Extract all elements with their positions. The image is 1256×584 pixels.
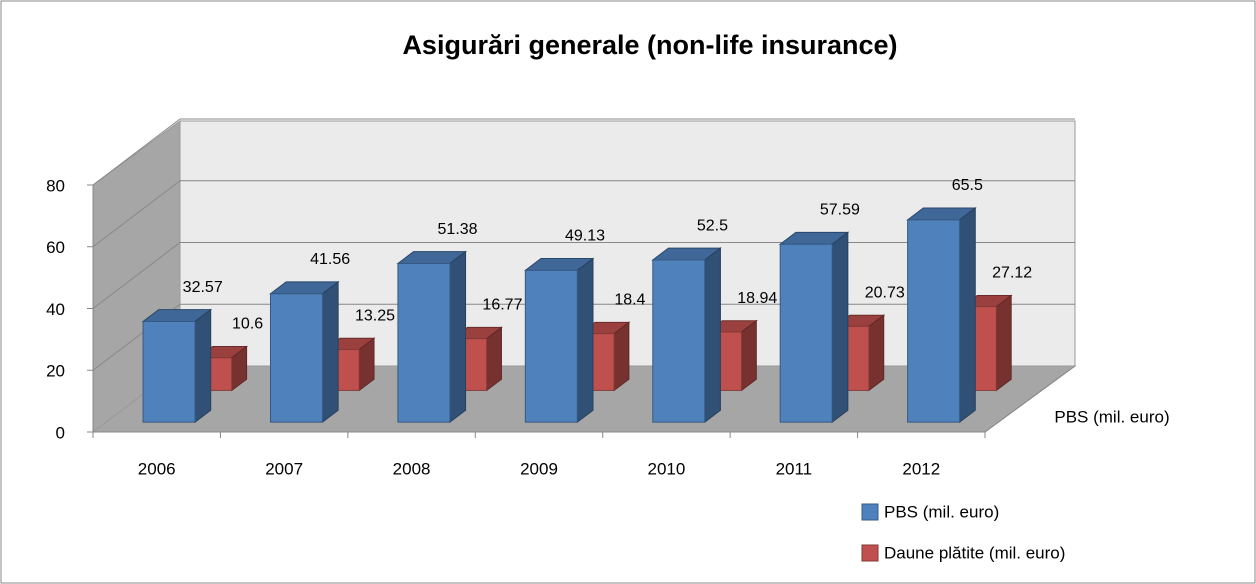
depth-axis-label: PBS (mil. euro) (1054, 407, 1169, 426)
data-label: 16.77 (482, 297, 522, 314)
bar-side (704, 247, 721, 424)
data-label: 51.38 (438, 221, 478, 238)
data-label: 52.5 (697, 217, 728, 234)
bar (907, 219, 961, 423)
chart-title: Asigurări generale (non-life insurance) (402, 30, 897, 60)
bar (779, 243, 833, 423)
data-label: 20.73 (865, 284, 905, 301)
legend-swatch (861, 503, 879, 521)
bar-side (741, 319, 757, 392)
bar-side (321, 280, 339, 424)
grid-line (92, 180, 181, 248)
x-tick-label: 2010 (648, 459, 686, 478)
y-tick-label: 0 (56, 423, 65, 442)
bar-side (194, 308, 212, 424)
bar (652, 259, 706, 423)
bar (269, 293, 323, 423)
x-tick-label: 2009 (520, 459, 558, 478)
legend-swatch (861, 544, 879, 562)
bar-side (831, 231, 849, 424)
depth-axis (984, 365, 1076, 433)
bar-side (576, 257, 594, 424)
grid-line (92, 242, 181, 309)
bar-side (486, 326, 502, 392)
data-label: 32.57 (183, 279, 223, 296)
x-tick-label: 2008 (393, 459, 431, 478)
bar-side (995, 294, 1012, 392)
data-label: 57.59 (820, 202, 860, 219)
bar-side (449, 250, 467, 424)
y-tick-label: 60 (46, 238, 65, 257)
bar (397, 262, 451, 423)
data-label: 49.13 (565, 228, 605, 245)
legend-label: PBS (mil. euro) (884, 502, 999, 521)
y-tick-label: 40 (46, 300, 65, 319)
data-label: 13.25 (355, 308, 395, 325)
grid-line (92, 118, 181, 186)
y-tick-label: 80 (46, 176, 65, 195)
bar (524, 269, 578, 423)
legend-label: Daune plătite (mil. euro) (884, 543, 1065, 562)
x-tick-label: 2012 (902, 459, 940, 478)
bar-side (613, 321, 630, 392)
data-label: 65.5 (952, 177, 983, 194)
y-tick-label: 20 (46, 362, 65, 381)
x-tick-label: 2011 (776, 459, 813, 478)
data-label: 10.6 (232, 316, 263, 333)
data-label: 41.56 (310, 251, 350, 268)
x-tick-label: 2007 (265, 459, 303, 478)
data-label: 27.12 (992, 265, 1032, 282)
bar-side (868, 314, 885, 392)
bar-side (959, 206, 976, 424)
x-tick-label: 2006 (138, 459, 176, 478)
data-label: 18.4 (614, 292, 645, 309)
data-label: 18.94 (737, 290, 777, 307)
bar (142, 321, 196, 423)
